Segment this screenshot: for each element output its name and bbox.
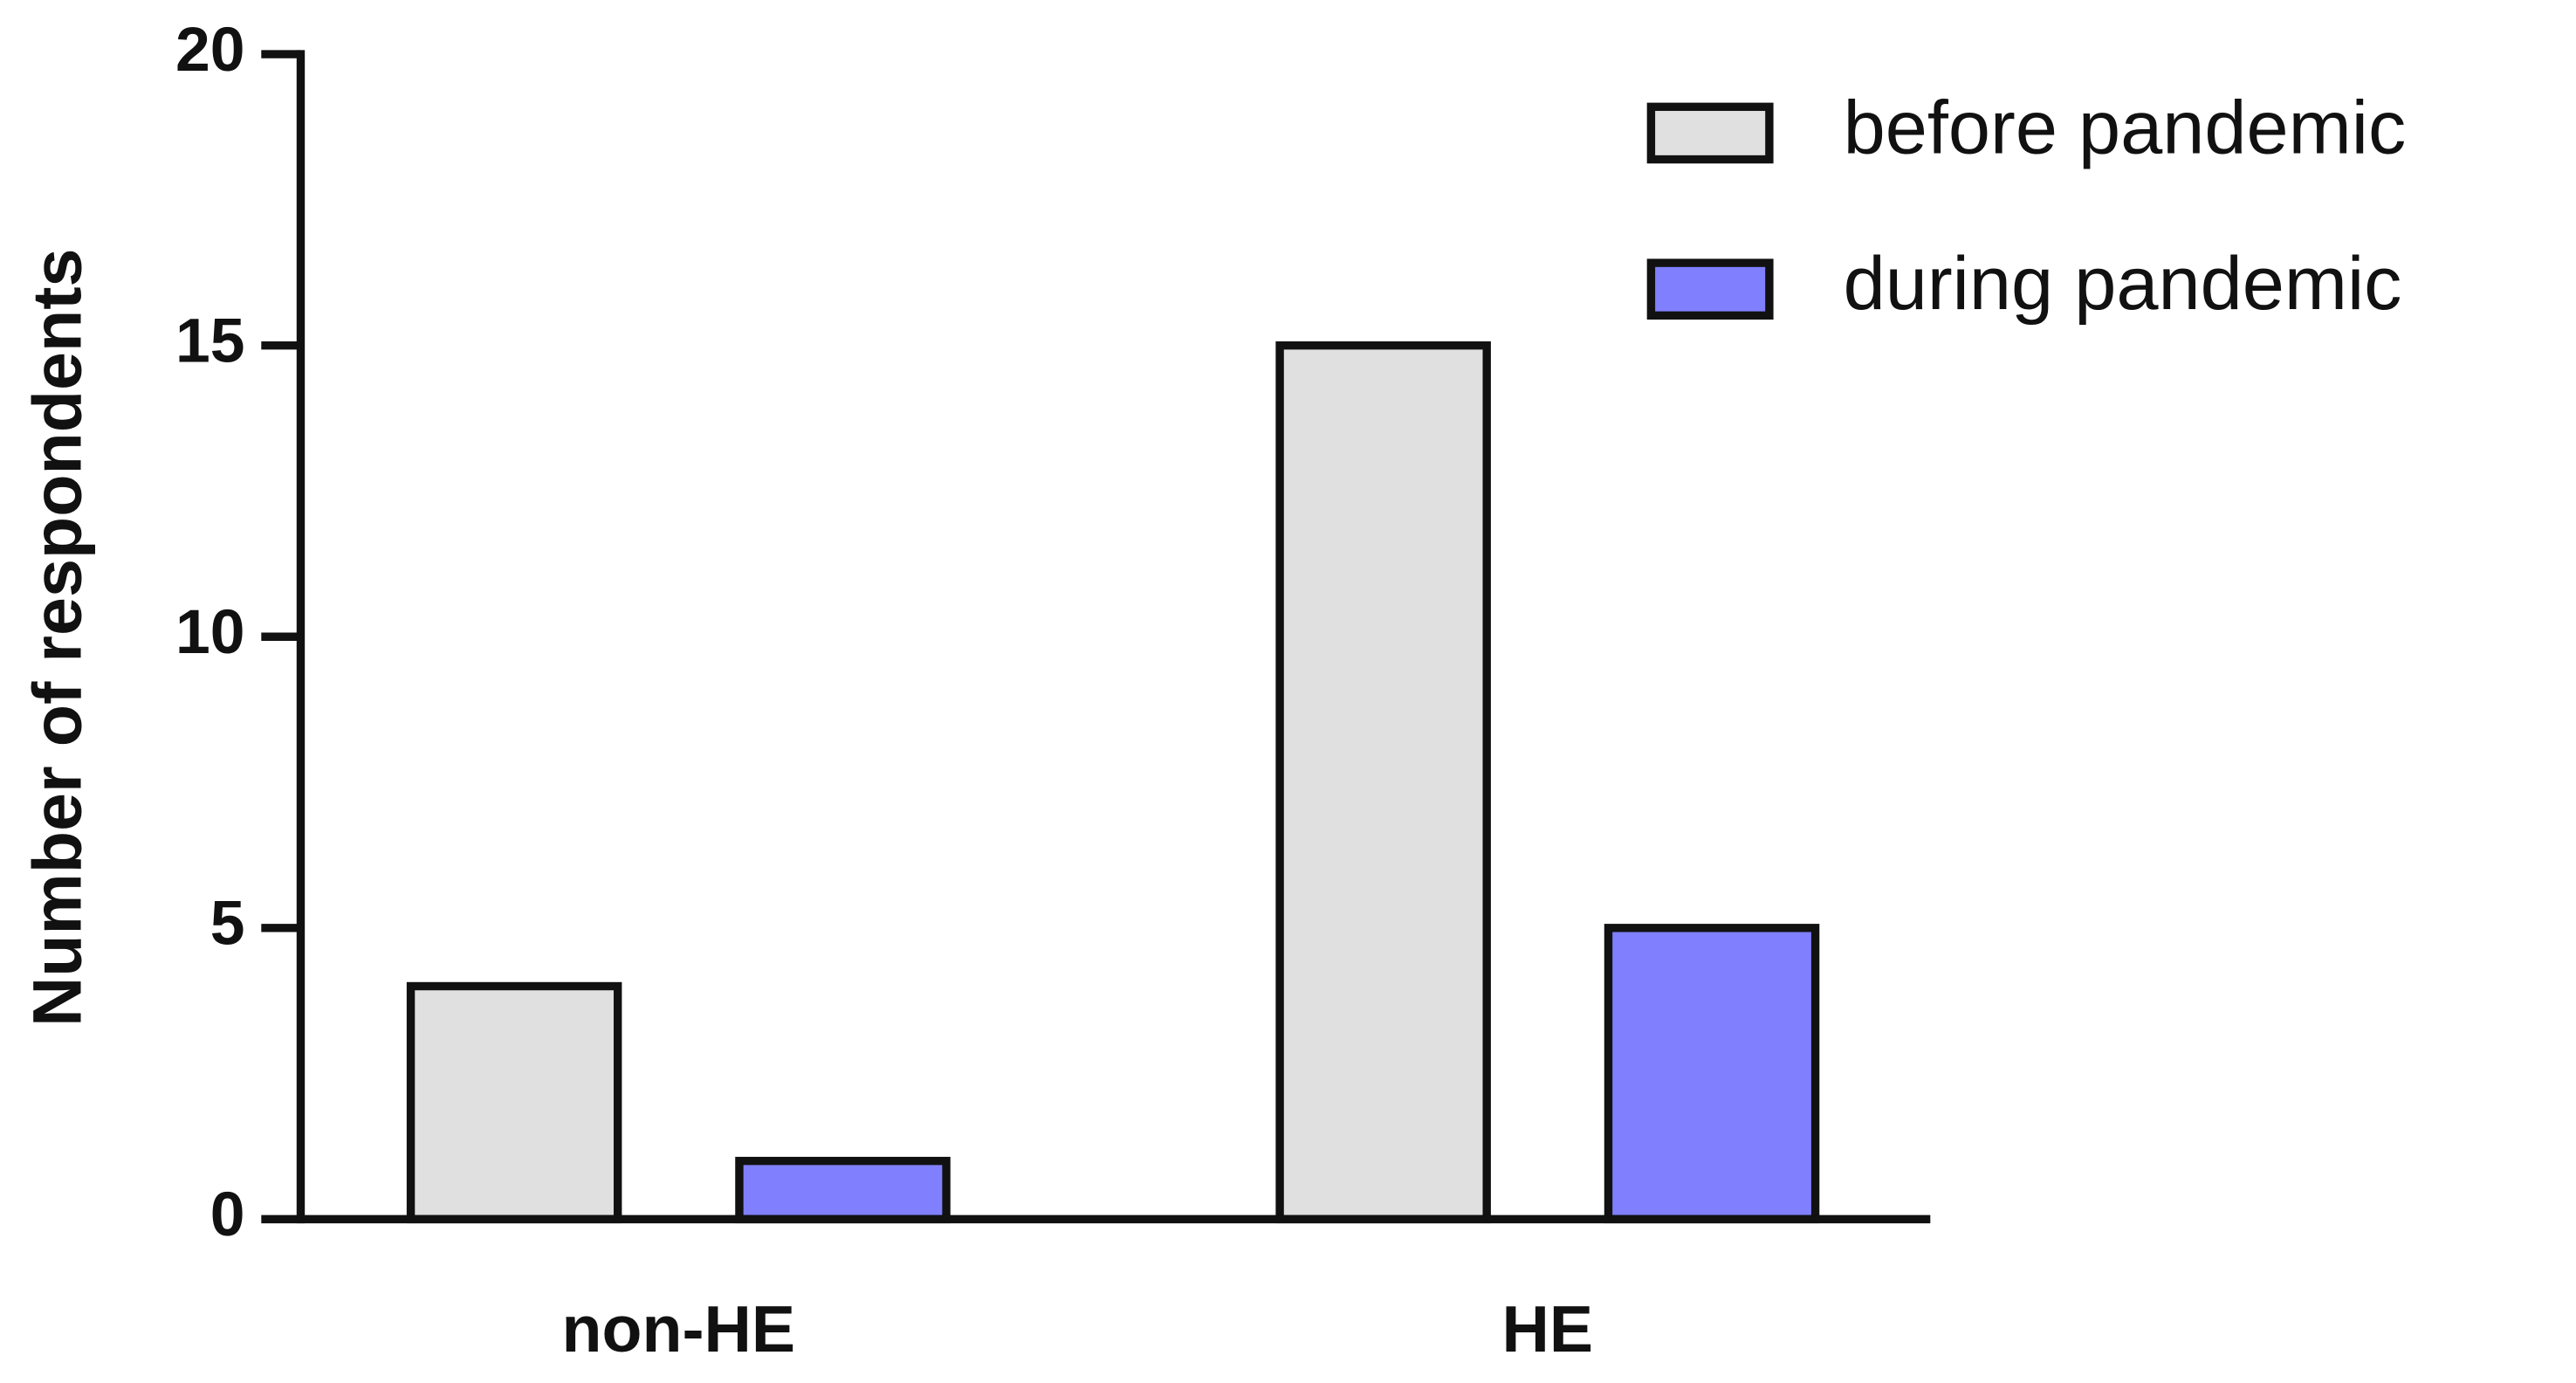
- y-tick-label: 20: [175, 15, 245, 85]
- bar: [1275, 341, 1491, 1224]
- bar: [735, 1156, 951, 1224]
- bar: [1604, 924, 1820, 1224]
- y-tick-label: 15: [175, 306, 245, 376]
- y-tick-label: 0: [210, 1180, 245, 1249]
- legend-label: before pandemic: [1844, 86, 2407, 169]
- y-axis-label: Number of respondents: [17, 248, 95, 1026]
- legend-swatch: [1646, 258, 1774, 320]
- x-tick-label: HE: [1502, 1292, 1594, 1366]
- x-tick-label: non-HE: [562, 1292, 796, 1366]
- legend-swatch: [1646, 102, 1774, 164]
- legend-label: during pandemic: [1844, 242, 2402, 326]
- bar: [406, 981, 622, 1224]
- y-tick-label: 10: [175, 597, 245, 667]
- y-tick-label: 5: [210, 889, 245, 959]
